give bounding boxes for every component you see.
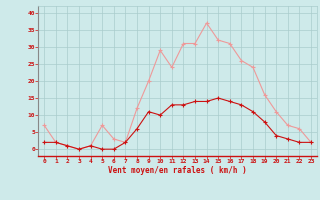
X-axis label: Vent moyen/en rafales ( km/h ): Vent moyen/en rafales ( km/h ) [108,166,247,175]
